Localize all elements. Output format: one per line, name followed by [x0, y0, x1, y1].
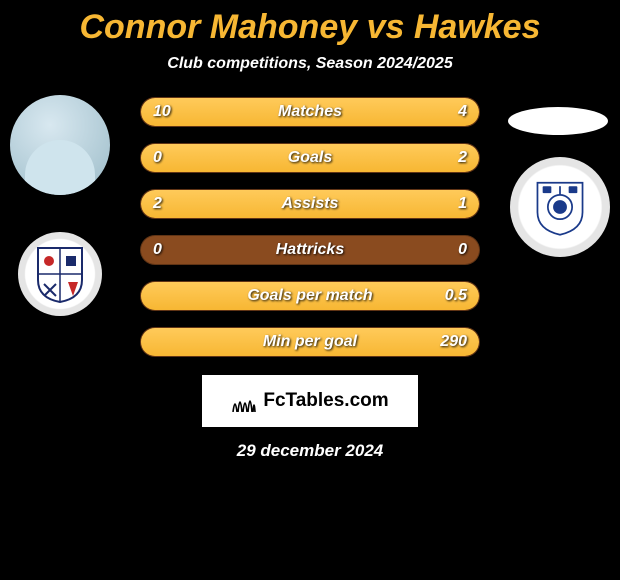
- stat-value-left: 2: [153, 190, 162, 218]
- player-left-photo: [10, 95, 110, 195]
- stat-value-right: 0.5: [445, 282, 467, 310]
- bar-fill-left: [141, 98, 382, 126]
- barrow-shield-icon: [34, 244, 86, 304]
- stat-value-left: 10: [153, 98, 171, 126]
- title: Connor Mahoney vs Hawkes: [0, 8, 620, 47]
- bar-fill-right: [141, 282, 479, 310]
- footer-date: 29 december 2024: [0, 441, 620, 461]
- grass-icon: [231, 390, 257, 412]
- bar-fill-right: [141, 328, 479, 356]
- stat-row: Min per goal290: [140, 327, 480, 357]
- stat-row: Goals02: [140, 143, 480, 173]
- stat-value-left: 0: [153, 144, 162, 172]
- stat-value-right: 1: [458, 190, 467, 218]
- bar-fill-right: [141, 144, 479, 172]
- stats-area: Matches104Goals02Assists21Hattricks00Goa…: [0, 97, 620, 357]
- stat-row: Matches104: [140, 97, 480, 127]
- stat-bars: Matches104Goals02Assists21Hattricks00Goa…: [140, 97, 480, 357]
- stat-row: Goals per match0.5: [140, 281, 480, 311]
- footer-brand-badge[interactable]: FcTables.com: [202, 375, 418, 427]
- footer-brand-text: FcTables.com: [263, 390, 388, 412]
- stat-row: Hattricks0 0: [140, 235, 480, 265]
- stat-label: Hattricks: [141, 236, 479, 264]
- club-right-badge: [510, 157, 610, 257]
- tranmere-shield-icon: [534, 177, 586, 237]
- stat-value-right: 2: [458, 144, 467, 172]
- stat-row: Assists21: [140, 189, 480, 219]
- stat-value-right: 290: [440, 328, 467, 356]
- stat-value-right: 0: [458, 236, 467, 264]
- player-right-photo: [508, 107, 608, 135]
- bar-fill-left: [141, 190, 366, 218]
- stat-value-right: 4: [458, 98, 467, 126]
- stat-value-left: 0: [153, 236, 162, 264]
- club-left-badge: [18, 232, 102, 316]
- subtitle: Club competitions, Season 2024/2025: [0, 55, 620, 73]
- comparison-card: Connor Mahoney vs Hawkes Club competitio…: [0, 0, 620, 580]
